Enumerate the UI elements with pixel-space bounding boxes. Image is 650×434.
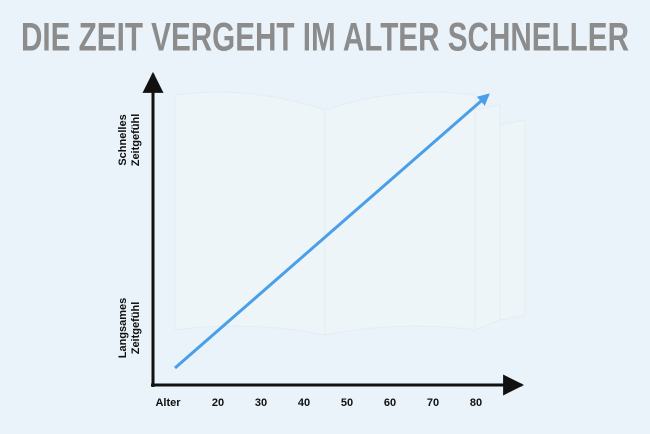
y-bottom-line: Zeitgefühl xyxy=(130,302,142,355)
y-bottom-line: Langsames xyxy=(117,298,129,359)
y-bottom-label: Langsames Zeitgefühl xyxy=(117,298,142,359)
x-axis-label: Alter xyxy=(155,397,181,409)
trend-arrow xyxy=(174,93,490,370)
x-tick-label: 70 xyxy=(427,397,439,409)
x-tick-label: 60 xyxy=(384,397,396,409)
x-tick-label: 30 xyxy=(255,397,267,409)
x-tick-label: 80 xyxy=(470,397,482,409)
y-top-label: Schnelles Zeitgefühl xyxy=(117,114,142,167)
x-tick-label: 20 xyxy=(212,397,224,409)
x-tick-label: 50 xyxy=(341,397,353,409)
x-tick-label: 40 xyxy=(298,397,310,409)
background-book xyxy=(174,91,526,336)
title: DIE ZEIT VERGEHT IM ALTER SCHNELLER xyxy=(21,16,629,60)
y-top-line: Schnelles xyxy=(117,114,129,165)
y-top-line: Zeitgefühl xyxy=(130,114,142,167)
